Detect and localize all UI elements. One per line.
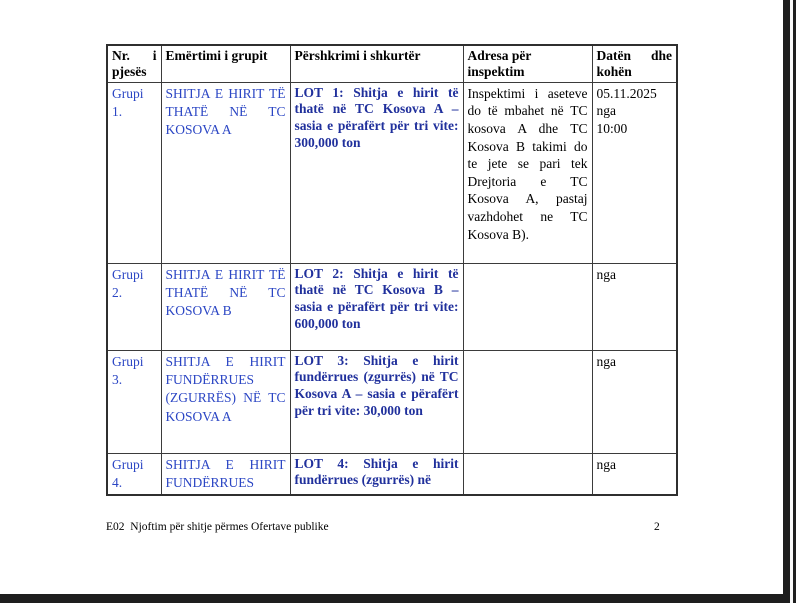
column-header-description: Përshkrimi i shkurtër [289,44,464,83]
cell-address [462,349,593,454]
cell-description: LOT 4: Shitja e hirit fundërrues (zgurrë… [289,452,464,496]
table-row: Grupi 2. SHITJA E HIRIT TË THATË NË TC K… [106,262,678,351]
cell-group-number: Grupi 2. [106,262,162,351]
scrollbar-track[interactable] [790,0,793,603]
table-header-row: Nr. i pjesës Emërtimi i grupit Përshkrim… [106,44,678,83]
column-header-nr: Nr. i pjesës [106,44,162,83]
column-header-datetime: Datën dhe kohën [591,44,678,83]
cell-address [462,452,593,496]
cell-group-name: SHITJA E HIRIT TË THATË NË TC KOSOVA B [160,262,291,351]
column-header-group: Emërtimi i grupit [160,44,291,83]
cell-description: LOT 2: Shitja e hirit të thatë në TC Kos… [289,262,464,351]
cell-group-number: Grupi 3. [106,349,162,454]
footer-document-title: E02 Njoftim për shitje përmes Ofertave p… [106,521,329,533]
cell-group-name: SHITJA E HIRIT TË THATË NË TC KOSOVA A [160,81,291,264]
cell-address [462,262,593,351]
cell-description: LOT 1: Shitja e hirit të thatë në TC Kos… [289,81,464,264]
cell-group-name: SHITJA E HIRIT FUNDËRRUES (ZGURRËS) NË T… [160,349,291,454]
table-row: Grupi 4. SHITJA E HIRIT FUNDËRRUES LOT 4… [106,452,678,496]
cell-group-name: SHITJA E HIRIT FUNDËRRUES [160,452,291,496]
window-frame-bottom [0,594,796,603]
cell-datetime: nga [591,349,678,454]
cell-datetime: nga [591,262,678,351]
cell-group-number: Grupi 1. [106,81,162,264]
cell-datetime: 05.11.2025 nga 10:00 [591,81,678,264]
cell-datetime: nga [591,452,678,496]
cell-group-number: Grupi 4. [106,452,162,496]
column-header-address: Adresa për inspektim [462,44,593,83]
table-row: Grupi 3. SHITJA E HIRIT FUNDËRRUES (ZGUR… [106,349,678,454]
cell-address: Inspektimi i aseteve do të mbahet në TC … [462,81,593,264]
table-row: Grupi 1. SHITJA E HIRIT TË THATË NË TC K… [106,81,678,264]
footer-page-number: 2 [654,521,660,533]
cell-description: LOT 3: Shitja e hirit fundërrues (zgurrë… [289,349,464,454]
document-page: Nr. i pjesës Emërtimi i grupit Përshkrim… [0,0,783,594]
lots-table: Nr. i pjesës Emërtimi i grupit Përshkrim… [106,44,678,497]
